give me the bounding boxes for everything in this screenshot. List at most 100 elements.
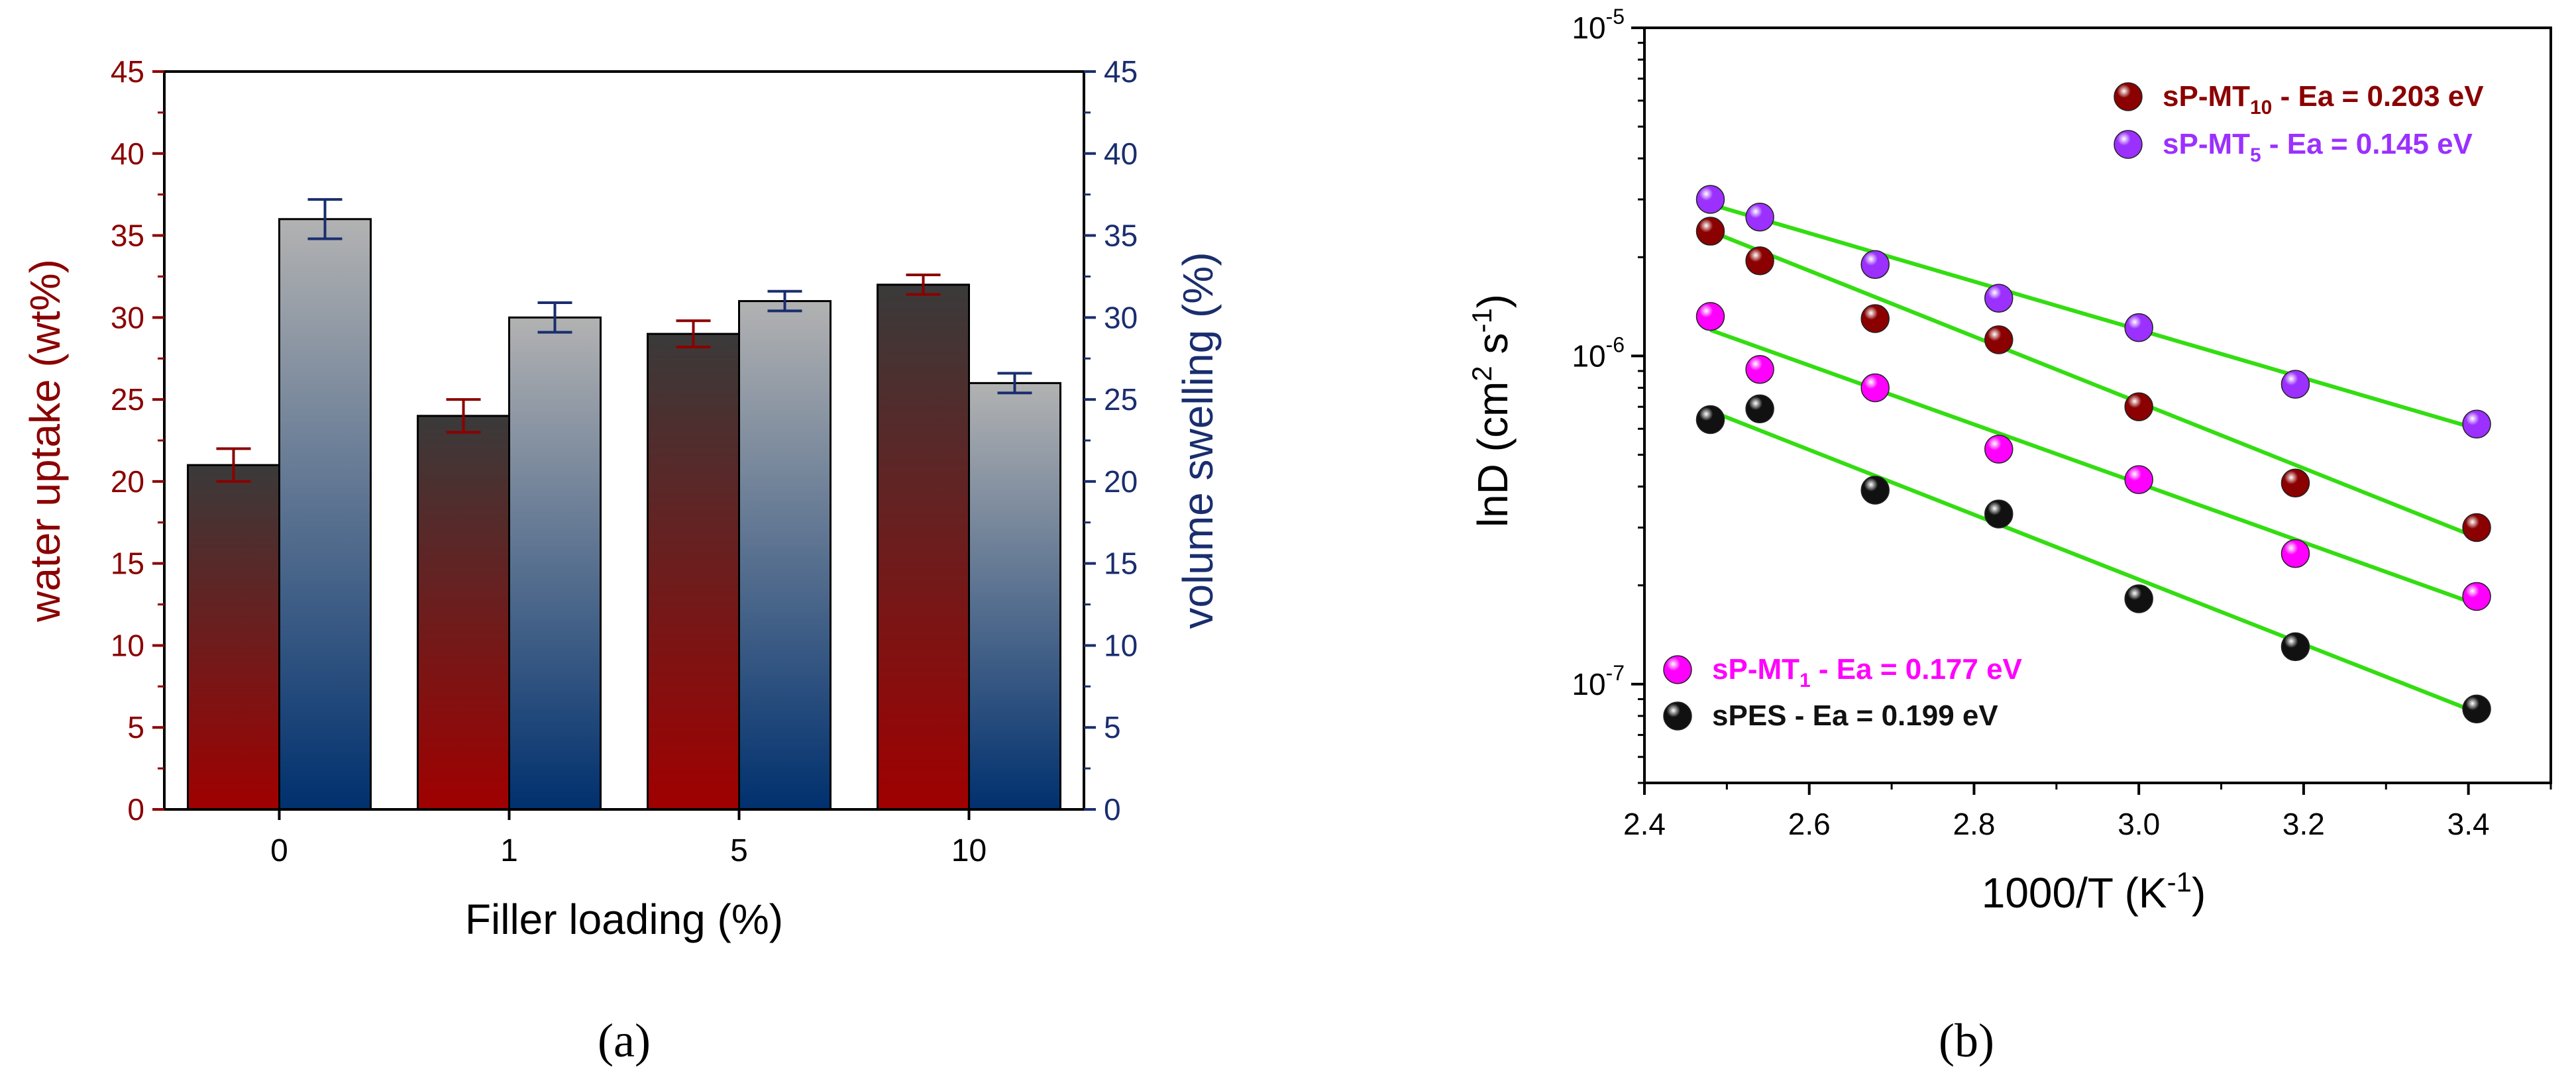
- data-point-sP-MT5: [2124, 313, 2153, 342]
- y-axis-label-right: volume swelling (%): [1174, 252, 1222, 629]
- x-tick-label: 3.0: [2118, 807, 2160, 841]
- water-uptake-bar-0: [187, 464, 280, 811]
- x-axis-label: 1000/T (K-1): [1982, 866, 2206, 917]
- panel-label-b: (b): [1939, 1014, 1994, 1067]
- right-tick-label: 10: [1104, 628, 1138, 662]
- legend-label-sP-MT10: sP-MT10 - Ea = 0.203 eV: [2163, 80, 2484, 119]
- y-axis-label-sup2: -1: [1466, 308, 1497, 333]
- y-axis-label-mid: s: [1469, 333, 1517, 366]
- data-point-sP-MT5: [1984, 283, 2013, 313]
- x-axis-label: Filler loading (%): [465, 896, 783, 943]
- legend-label-sP-MT5: sP-MT5 - Ea = 0.145 eV: [2163, 128, 2473, 166]
- left-tick-label: 20: [111, 464, 144, 499]
- y-axis-label-left: water uptake (wt%): [21, 259, 69, 623]
- left-tick-label: 15: [111, 546, 144, 581]
- plot-frame: [1643, 26, 2552, 784]
- data-point-sPES: [1984, 499, 2013, 529]
- x-axis-label-sup: -1: [2167, 866, 2192, 898]
- legend-marker-sP-MT1: [1663, 655, 1692, 684]
- left-tick-label: 30: [111, 300, 144, 334]
- data-point-sP-MT10: [2124, 392, 2153, 421]
- left-tick-label: 40: [111, 136, 144, 171]
- fit-line-sPES: [1709, 409, 2478, 715]
- y-axis-label-close: ): [1469, 294, 1517, 308]
- y-axis-ticks: 10-7 10-6 10-5: [1572, 5, 1644, 784]
- data-point-sPES: [1745, 394, 1774, 424]
- legend-label-sP-MT1: sP-MT1 - Ea = 0.177 eV: [1712, 653, 2023, 692]
- bar-group: [187, 218, 1061, 811]
- data-point-group: [1695, 185, 2491, 724]
- x-tick-label: 5: [730, 833, 748, 868]
- data-point-sPES: [1695, 405, 1725, 435]
- left-tick-label: 0: [127, 792, 144, 827]
- left-axis-ticks: 0 5 10 15 20 25 30 35 40 45: [111, 54, 164, 827]
- legend-marker-sP-MT10: [2114, 82, 2143, 111]
- data-point-sP-MT5: [2462, 409, 2491, 439]
- x-tick-label: 3.4: [2447, 807, 2490, 841]
- panel-b-scatter-chart: 10-7 10-6 10-5 2.4 2.6 2.8 3.0 3.2 3.4 sP-MT10 …: [1466, 5, 2552, 1067]
- right-tick-label: 20: [1104, 464, 1138, 499]
- right-tick-label: 30: [1104, 300, 1138, 334]
- data-point-sP-MT5: [1745, 202, 1774, 232]
- left-tick-label: 25: [111, 382, 144, 417]
- left-tick-label: 45: [111, 54, 144, 89]
- right-tick-label: 15: [1104, 546, 1138, 581]
- data-point-sP-MT1: [2281, 538, 2310, 568]
- data-point-sP-MT1: [1695, 301, 1725, 331]
- right-tick-label: 0: [1104, 792, 1121, 827]
- data-point-sP-MT1: [1984, 435, 2013, 464]
- fit-line-sP-MT1: [1709, 328, 2478, 607]
- data-point-sP-MT10: [2462, 513, 2491, 542]
- right-axis-ticks: 0 5 10 15 20 25 30 35 40 45: [1084, 54, 1138, 827]
- x-tick-label: 0: [270, 833, 288, 868]
- legend-label-sPES: sPES - Ea = 0.199 eV: [1712, 699, 1998, 732]
- data-point-sP-MT1: [1860, 373, 1890, 403]
- data-point-sP-MT10: [1745, 246, 1774, 276]
- water-uptake-bar-10: [877, 283, 970, 811]
- right-tick-label: 45: [1104, 54, 1138, 89]
- data-point-sP-MT1: [2124, 465, 2153, 494]
- left-tick-label: 5: [127, 710, 144, 744]
- y-tick-label: 10-5: [1572, 5, 1625, 45]
- water-uptake-bar-5: [647, 333, 740, 811]
- data-point-sP-MT5: [2281, 370, 2310, 399]
- x-axis-ticks: 0 1 5 10: [270, 809, 987, 868]
- left-tick-label: 10: [111, 628, 144, 662]
- left-tick-label: 35: [111, 219, 144, 253]
- x-axis-label-main: 1000/T (K: [1982, 869, 2167, 917]
- y-axis-label-main: lnD (cm: [1469, 382, 1517, 527]
- data-point-sP-MT10: [1860, 304, 1890, 333]
- data-point-sP-MT1: [1745, 354, 1774, 384]
- volume-swelling-bar-0: [278, 218, 372, 811]
- fit-line-sP-MT5: [1709, 202, 2477, 431]
- y-axis-label-sup1: 2: [1466, 366, 1497, 381]
- legend: sP-MT10 - Ea = 0.203 eV sP-MT5 - Ea = 0.1…: [1663, 80, 2484, 732]
- right-tick-label: 35: [1104, 219, 1138, 253]
- x-tick-label: 10: [951, 833, 987, 868]
- data-point-sP-MT1: [2462, 582, 2491, 611]
- volume-swelling-bar-5: [738, 300, 832, 811]
- data-point-sP-MT5: [1860, 250, 1890, 280]
- data-point-sP-MT10: [1984, 325, 2013, 354]
- y-axis-label: lnD (cm2 s-1): [1466, 294, 1517, 527]
- data-point-sPES: [2462, 694, 2491, 724]
- x-axis-ticks: 2.4 2.6 2.8 3.0 3.2 3.4: [1623, 783, 2552, 841]
- x-tick-label: 2.8: [1953, 807, 1995, 841]
- error-bar-group: [216, 198, 1032, 483]
- legend-marker-sPES: [1663, 701, 1692, 731]
- data-point-sP-MT10: [2281, 468, 2310, 498]
- volume-swelling-bar-10: [968, 382, 1061, 811]
- data-point-sPES: [1860, 476, 1890, 505]
- x-tick-label: 2.6: [1788, 807, 1831, 841]
- x-axis-label-close: ): [2192, 869, 2206, 917]
- right-tick-label: 40: [1104, 136, 1138, 171]
- legend-marker-sP-MT5: [2114, 130, 2143, 159]
- y-tick-label: 10-6: [1572, 333, 1625, 373]
- panel-label-a: (a): [598, 1014, 651, 1067]
- y-tick-label: 10-7: [1572, 661, 1625, 701]
- data-point-sP-MT10: [1695, 217, 1725, 246]
- x-tick-label: 3.2: [2282, 807, 2325, 841]
- fit-line-group: [1709, 202, 2478, 715]
- right-tick-label: 5: [1104, 710, 1121, 744]
